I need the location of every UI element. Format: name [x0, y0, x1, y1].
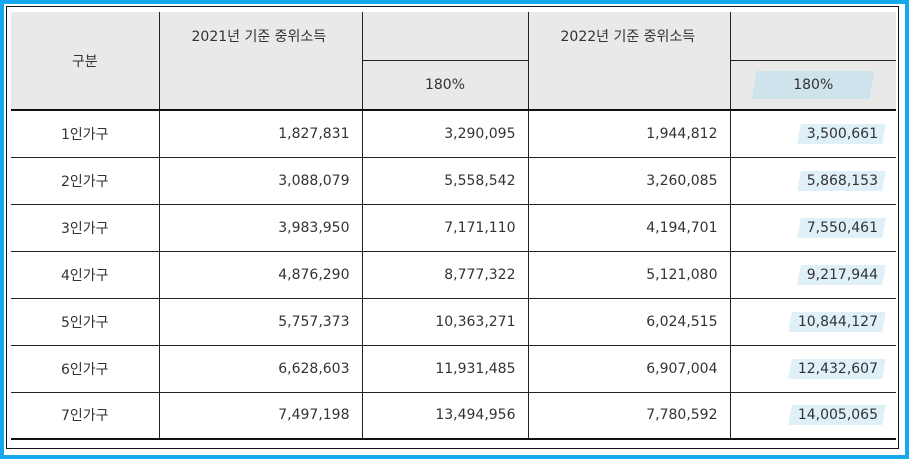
cell-median-2022: 4,194,701 [528, 203, 731, 251]
header-year-2022-label: 2022년 기준 중위소득 [560, 29, 696, 46]
cell-180pct-2021: 5,558,542 [362, 156, 529, 204]
cell-value: 12,432,607 [797, 360, 878, 377]
header-2022-180pct-highlight: 180% [754, 71, 872, 99]
header-year-2021: 2021년 기준 중위소득 [159, 12, 363, 61]
cell-highlight: 12,432,607 [790, 357, 884, 381]
header-2022-median-spacer [528, 60, 731, 110]
row-label: 5인가구 [11, 297, 160, 345]
cell-highlight: 10,844,127 [790, 310, 884, 334]
row-label: 7인가구 [11, 391, 160, 440]
cell-highlight: 5,868,153 [799, 169, 884, 193]
cell-value: 5,868,153 [806, 172, 878, 189]
median-income-table: 구분 2021년 기준 중위소득 2022년 기준 중위소득 180% 180%… [11, 12, 896, 440]
row-label: 6인가구 [11, 344, 160, 392]
inner-frame [6, 6, 899, 449]
table-row: 1인가구 1,827,831 3,290,095 1,944,812 3,500,661 [11, 110, 896, 157]
cell-median-2022: 3,260,085 [528, 156, 731, 204]
cell-180pct-2021: 3,290,095 [362, 110, 529, 157]
header-2022-180pct-label: 180% [793, 77, 834, 93]
cell-180pct-2022: 9,217,944 [730, 250, 896, 298]
cell-highlight: 3,500,661 [799, 122, 884, 146]
cell-180pct-2021: 8,777,322 [362, 250, 529, 298]
header-2021-median-spacer [159, 60, 363, 110]
cell-180pct-2022: 7,550,461 [730, 203, 896, 251]
cell-median-2021: 1,827,831 [159, 110, 363, 157]
cell-value: 3,500,661 [806, 125, 878, 142]
cell-value: 9,217,944 [806, 266, 878, 283]
cell-value: 10,844,127 [797, 313, 878, 330]
cell-median-2022: 6,907,004 [528, 344, 731, 392]
header-year-2021-spacer [362, 12, 529, 61]
cell-180pct-2022: 12,432,607 [730, 344, 896, 392]
cell-180pct-2021: 7,171,110 [362, 203, 529, 251]
table-header: 구분 2021년 기준 중위소득 2022년 기준 중위소득 180% 180% [11, 12, 896, 110]
row-label: 2인가구 [11, 156, 160, 204]
row-label: 3인가구 [11, 203, 160, 251]
cell-highlight: 14,005,065 [790, 403, 884, 427]
header-year-2022: 2022년 기준 중위소득 [528, 12, 731, 61]
header-category: 구분 [11, 12, 160, 110]
cell-median-2021: 6,628,603 [159, 344, 363, 392]
cell-median-2022: 1,944,812 [528, 110, 731, 157]
cell-median-2022: 6,024,515 [528, 297, 731, 345]
cell-median-2022: 7,780,592 [528, 391, 731, 440]
header-year-2021-label: 2021년 기준 중위소득 [191, 29, 327, 46]
cell-value: 14,005,065 [797, 407, 878, 424]
cell-180pct-2021: 11,931,485 [362, 344, 529, 392]
cell-180pct-2022: 3,500,661 [730, 110, 896, 157]
table-row: 5인가구 5,757,373 10,363,271 6,024,515 10,844,1… [11, 297, 896, 345]
table-row: 3인가구 3,983,950 7,171,110 4,194,701 7,550,461 [11, 203, 896, 251]
cell-median-2022: 5,121,080 [528, 250, 731, 298]
table-row: 7인가구 7,497,198 13,494,956 7,780,592 14,005,0… [11, 391, 896, 440]
table-row: 6인가구 6,628,603 11,931,485 6,907,004 12,432,6… [11, 344, 896, 392]
cell-180pct-2021: 10,363,271 [362, 297, 529, 345]
row-label: 1인가구 [11, 110, 160, 157]
header-2022-180pct: 180% [730, 60, 896, 110]
cell-median-2021: 3,983,950 [159, 203, 363, 251]
cell-highlight: 7,550,461 [799, 216, 884, 240]
table-body: 1인가구 1,827,831 3,290,095 1,944,812 3,500,661… [11, 110, 896, 440]
cell-180pct-2021: 13,494,956 [362, 391, 529, 440]
cell-median-2021: 7,497,198 [159, 391, 363, 440]
cell-median-2021: 3,088,079 [159, 156, 363, 204]
table-row: 4인가구 4,876,290 8,777,322 5,121,080 9,217,944 [11, 250, 896, 298]
cell-180pct-2022: 10,844,127 [730, 297, 896, 345]
row-label: 4인가구 [11, 250, 160, 298]
cell-highlight: 9,217,944 [799, 263, 884, 287]
cell-value: 7,550,461 [806, 219, 878, 236]
cell-median-2021: 5,757,373 [159, 297, 363, 345]
header-year-2022-spacer [730, 12, 896, 61]
cell-median-2021: 4,876,290 [159, 250, 363, 298]
cell-180pct-2022: 14,005,065 [730, 391, 896, 440]
table-row: 2인가구 3,088,079 5,558,542 3,260,085 5,868,153 [11, 156, 896, 204]
cell-180pct-2022: 5,868,153 [730, 156, 896, 204]
header-2021-180pct: 180% [362, 60, 529, 110]
